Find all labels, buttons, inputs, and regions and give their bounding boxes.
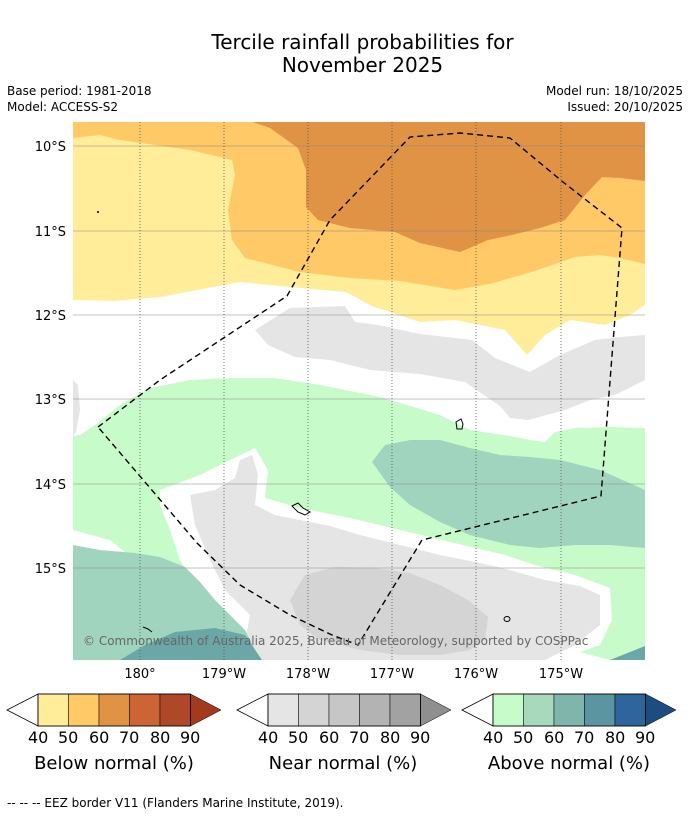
colorbar-near-title: Near normal (%) <box>268 753 418 774</box>
meta-left: Base period: 1981-2018 Model: ACCESS-S2 <box>7 83 152 115</box>
lat-label-15s: 15°S <box>35 562 66 577</box>
near-40-region <box>255 306 645 420</box>
model-run: Model run: 18/10/2025 <box>545 84 683 98</box>
tick-near-80: 80 <box>380 728 401 747</box>
colorbar-near-low-arrow <box>236 693 269 727</box>
title-line-1: Tercile rainfall probabilities for <box>211 30 514 54</box>
lon-label-177w: 177°W <box>370 667 414 682</box>
colorbar-near-60-swatch <box>328 693 360 727</box>
colorbar-below-90-arrow <box>190 693 222 727</box>
tick-above-80: 80 <box>605 728 626 747</box>
colorbar-below <box>6 693 222 727</box>
near-40-region-west <box>73 380 80 436</box>
lon-label-180: 180° <box>124 667 155 682</box>
colorbar-below-outline <box>37 693 191 727</box>
colorbar-above <box>461 693 677 727</box>
colorbar-above-outline <box>492 693 646 727</box>
colorbar-below-title: Below normal (%) <box>34 753 194 774</box>
map-fill: © Commonwealth of Australia 2025, Bureau… <box>73 122 645 660</box>
copyright-text: © Commonwealth of Australia 2025, Bureau… <box>83 634 588 648</box>
colorbar-below-low-arrow <box>6 693 39 727</box>
tick-above-60: 60 <box>544 728 565 747</box>
issued-date: Issued: 20/10/2025 <box>567 100 683 114</box>
tick-below-90: 90 <box>180 728 201 747</box>
tick-below-60: 60 <box>89 728 110 747</box>
colorbar-above-90-arrow <box>645 693 677 727</box>
colorbar-near <box>236 693 452 727</box>
lat-label-11s: 11°S <box>35 225 66 240</box>
title-line-2: November 2025 <box>281 53 444 77</box>
colorbar-below-70-swatch <box>129 693 161 727</box>
colorbar-above-40-swatch <box>492 693 524 727</box>
above-60-region <box>120 628 262 660</box>
above-50-region <box>372 440 645 548</box>
lat-label-13s: 13°S <box>35 393 66 408</box>
chart-title: Tercile rainfall probabilities for Novem… <box>0 31 690 77</box>
colorbar-near-70-swatch <box>359 693 391 727</box>
colorbar-below-50-swatch <box>68 693 100 727</box>
colorbar-above-low-arrow <box>461 693 494 727</box>
island-4 <box>142 626 153 633</box>
meta-right: Model run: 18/10/2025 Issued: 20/10/2025 <box>546 83 683 115</box>
map-svg: © Commonwealth of Australia 2025, Bureau… <box>35 122 645 682</box>
colorbar-above-title: Above normal (%) <box>487 753 651 774</box>
lat-label-12s: 12°S <box>35 309 66 324</box>
lon-label-175w: 175°W <box>539 667 583 682</box>
below-60-region <box>253 122 645 252</box>
colorbar-above-60-swatch <box>553 693 585 727</box>
tick-near-90: 90 <box>410 728 431 747</box>
tick-above-50: 50 <box>513 728 534 747</box>
colorbars-svg <box>6 693 677 727</box>
lat-label-10s: 10°S <box>35 140 66 155</box>
tick-above-70: 70 <box>574 728 595 747</box>
tick-near-70: 70 <box>349 728 370 747</box>
island-5 <box>97 211 99 213</box>
colorbar-near-80-swatch <box>389 693 421 727</box>
lon-label-178w: 178°W <box>286 667 330 682</box>
tick-above-90: 90 <box>635 728 656 747</box>
colorbar-below-80-swatch <box>159 693 191 727</box>
base-period: Base period: 1981-2018 <box>7 84 152 98</box>
lon-label-176w: 176°W <box>454 667 498 682</box>
tick-below-80: 80 <box>150 728 171 747</box>
lon-labels: 180° 179°W 178°W 177°W 176°W 175°W <box>124 667 583 682</box>
colorbar-near-40-swatch <box>267 693 299 727</box>
tick-below-50: 50 <box>58 728 79 747</box>
colorbar-below-40-swatch <box>37 693 69 727</box>
tick-near-60: 60 <box>319 728 340 747</box>
colorbar-above-70-swatch <box>584 693 616 727</box>
colorbar-near-50-swatch <box>298 693 330 727</box>
tick-near-40: 40 <box>258 728 279 747</box>
tick-below-40: 40 <box>28 728 49 747</box>
footer-note: -- -- -- EEZ border V11 (Flanders Marine… <box>7 796 344 810</box>
lat-label-14s: 14°S <box>35 478 66 493</box>
colorbar-above-50-swatch <box>523 693 555 727</box>
colorbar-below-60-swatch <box>98 693 130 727</box>
colorbar-near-90-arrow <box>420 693 452 727</box>
colorbar-near-outline <box>267 693 421 727</box>
tick-below-70: 70 <box>119 728 140 747</box>
island-3 <box>503 616 511 622</box>
island-2 <box>291 502 311 516</box>
lon-label-179w: 179°W <box>202 667 246 682</box>
model-name: Model: ACCESS-S2 <box>7 100 119 114</box>
lat-labels: 10°S 11°S 12°S 13°S 14°S 15°S <box>35 140 66 577</box>
near-50-region <box>290 567 488 655</box>
island-1 <box>455 418 464 430</box>
tick-above-40: 40 <box>483 728 504 747</box>
tick-near-50: 50 <box>288 728 309 747</box>
above-60-region-east <box>610 646 645 660</box>
near-40-region-south <box>190 455 600 660</box>
gridlines <box>73 145 645 569</box>
colorbar-above-80-swatch <box>614 693 646 727</box>
